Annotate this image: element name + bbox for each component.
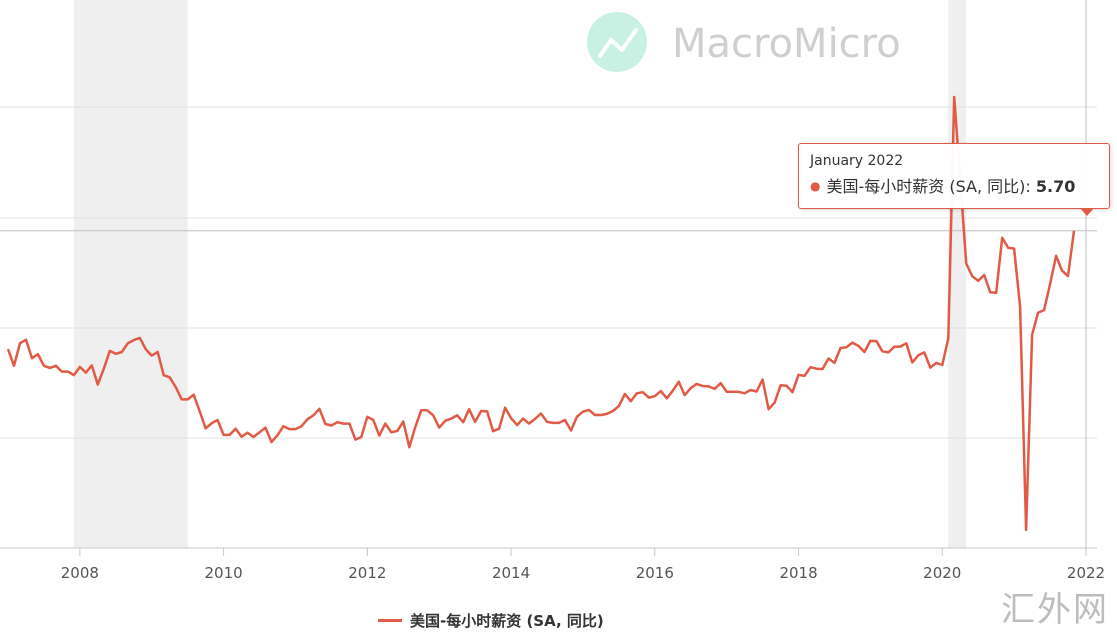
legend-label: 美国-每小时薪资 (SA, 同比) [410, 611, 604, 630]
recession-band [73, 0, 188, 548]
x-tick-label: 2012 [348, 564, 386, 582]
legend-item[interactable]: 美国-每小时薪资 (SA, 同比) [378, 608, 604, 632]
x-axis-ticks: 2008 2010 2012 2014 2016 2018 2020 2022 [61, 548, 1105, 582]
tooltip: January 2022 ● 美国-每小时薪资 (SA, 同比): 5.70 [798, 143, 1110, 209]
x-tick-label: 2016 [636, 564, 674, 582]
watermark: MacroMicro [587, 12, 901, 72]
series-line[interactable] [6, 95, 1076, 532]
x-tick-label: 2020 [923, 564, 961, 582]
x-tick-label: 2022 [1067, 564, 1105, 582]
x-tick-label: 2010 [205, 564, 243, 582]
chart-logo-icon-line [598, 28, 638, 58]
tooltip-date: January 2022 [810, 153, 904, 169]
chart-logo-icon [587, 12, 647, 72]
tooltip-series-dot: ● [810, 179, 821, 193]
legend-swatch [378, 618, 402, 622]
site-watermark: 汇外网 [1001, 590, 1109, 630]
watermark-brand: MacroMicro [672, 21, 901, 67]
recession-bands [73, 0, 967, 548]
x-tick-label: 2008 [61, 564, 99, 582]
x-tick-label: 2014 [492, 564, 530, 582]
x-tick-label: 2018 [779, 564, 817, 582]
gridlines [0, 106, 1097, 439]
tooltip-value: 5.70 [1035, 177, 1076, 196]
tooltip-series-name: 美国-每小时薪资 (SA, 同比) [826, 177, 1026, 196]
tooltip-series-line: ● 美国-每小时薪资 (SA, 同比): 5.70 [810, 173, 1098, 197]
tooltip-colon: : [1025, 177, 1036, 196]
tooltip-arrow [1080, 208, 1094, 216]
